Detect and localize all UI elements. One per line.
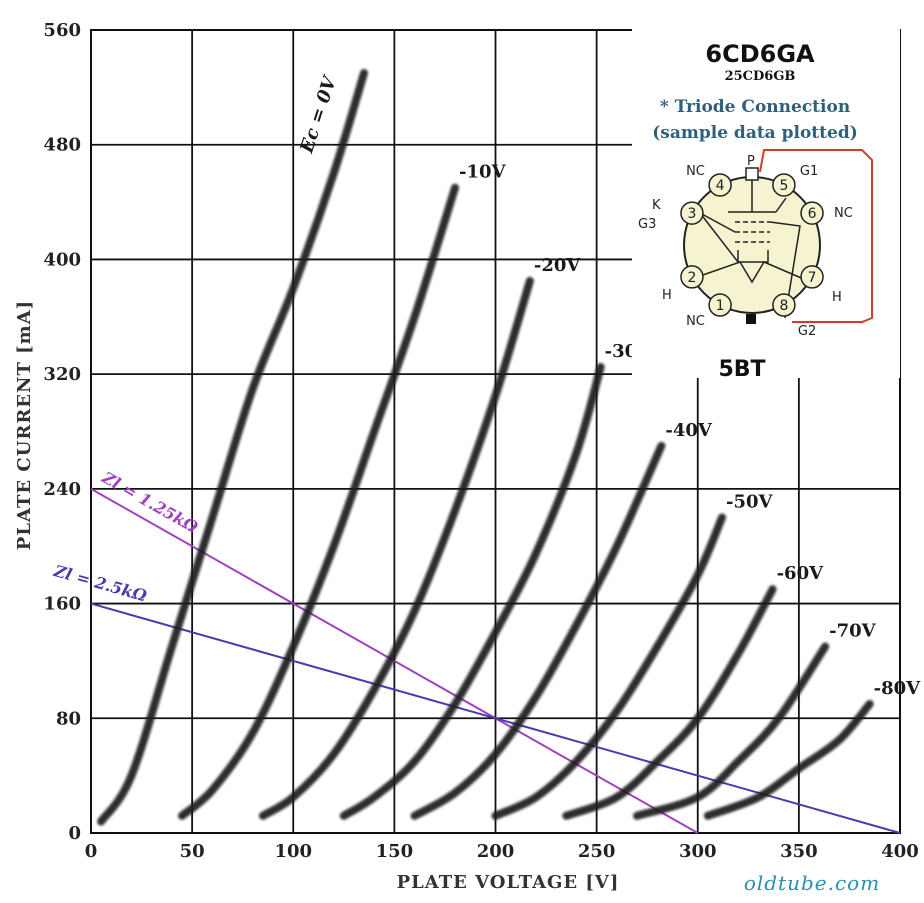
grid-lines <box>90 29 901 834</box>
pin-number: 6 <box>808 206 817 222</box>
pin-label: NC <box>834 206 853 221</box>
pin-label: H <box>832 290 842 305</box>
pin-label: NC <box>686 164 705 179</box>
plate-curves: Ec = 0V-10V-20V-30V-40V-50V-60V-70V-80V <box>97 69 922 826</box>
tick-labels: 0 50 100 150 200 250 300 350 400 0 80 160 240 320 400 4… <box>43 20 918 862</box>
curve-label: -60V <box>777 563 825 584</box>
y-tick-label: 560 <box>43 20 81 41</box>
x-tick-label: 250 <box>578 841 616 862</box>
pin-circle <box>800 201 824 225</box>
base-code: 5BT <box>718 357 765 382</box>
pin-circle <box>708 173 732 197</box>
curve-label: -20V <box>534 255 582 276</box>
x-tick-label: 150 <box>376 841 414 862</box>
x-tick-label: 200 <box>477 841 515 862</box>
pin-circle <box>680 265 704 289</box>
tube-type-title: 6CD6GA <box>705 40 815 68</box>
pin-label: G1 <box>800 164 818 179</box>
y-tick-label: 240 <box>43 479 81 500</box>
curve-label: -80V <box>874 678 922 699</box>
pin-number: 5 <box>779 178 788 194</box>
curve-label: -40V <box>665 420 713 441</box>
curve-label: -10V <box>459 162 507 183</box>
pin-label: H <box>662 288 672 303</box>
curve-label: -50V <box>726 492 774 513</box>
curve-8 <box>703 699 874 820</box>
pin-number: 3 <box>687 206 696 222</box>
tube-type-subtitle: 25CD6GB <box>725 69 796 84</box>
pin-number: 2 <box>687 270 696 286</box>
g3-pin-label: G3 <box>638 217 656 232</box>
tube-base-inset: 6CD6GA 25CD6GB * Triode Connection (samp… <box>632 28 900 382</box>
connection-note: * Triode Connection <box>660 97 850 117</box>
y-tick-label: 0 <box>68 823 81 844</box>
curve-label: Ec = 0V <box>296 72 341 156</box>
curve-1 <box>178 183 460 820</box>
plate-pin-label: P <box>747 154 755 169</box>
x-tick-label: 350 <box>780 841 818 862</box>
y-tick-label: 400 <box>43 249 81 270</box>
y-tick-label: 80 <box>56 708 81 729</box>
curve-5 <box>491 513 727 820</box>
pin-label: G2 <box>798 324 816 339</box>
pin-label: NC <box>686 314 705 329</box>
pin-circle <box>772 173 796 197</box>
x-axis-title: PLATE VOLTAGE [V] <box>397 872 620 893</box>
x-tick-label: 0 <box>85 841 98 862</box>
curve-6 <box>562 585 777 820</box>
pin-label: K <box>652 198 661 213</box>
curve-label: -70V <box>829 621 877 642</box>
curve-0 <box>97 69 369 826</box>
y-tick-label: 320 <box>43 364 81 385</box>
pin-number: 8 <box>779 298 788 314</box>
pin-number: 1 <box>716 298 725 314</box>
pin-number: 4 <box>716 178 725 194</box>
pin-circle <box>800 265 824 289</box>
triode-strap-red <box>759 149 873 323</box>
curve-4 <box>410 441 666 820</box>
pin-circle <box>680 201 704 225</box>
electrode-sketch <box>699 180 807 319</box>
x-tick-label: 300 <box>679 841 717 862</box>
y-axis-title: PLATE CURRENT [mA] <box>14 300 35 550</box>
curve-3 <box>339 362 605 820</box>
x-tick-label: 50 <box>180 841 205 862</box>
pin-circle <box>772 293 796 317</box>
plate-cap <box>745 167 759 181</box>
curve-2 <box>258 276 534 820</box>
y-tick-label: 160 <box>43 594 81 615</box>
y-tick-label: 480 <box>43 135 81 156</box>
pin-number: 7 <box>808 270 817 286</box>
curve-7 <box>633 642 830 820</box>
site-credit: oldtube.com <box>744 871 880 895</box>
sample-data-note: (sample data plotted) <box>652 123 858 143</box>
pin-circle <box>708 293 732 317</box>
base-key <box>746 314 756 324</box>
x-tick-label: 400 <box>881 841 919 862</box>
x-tick-label: 100 <box>274 841 312 862</box>
